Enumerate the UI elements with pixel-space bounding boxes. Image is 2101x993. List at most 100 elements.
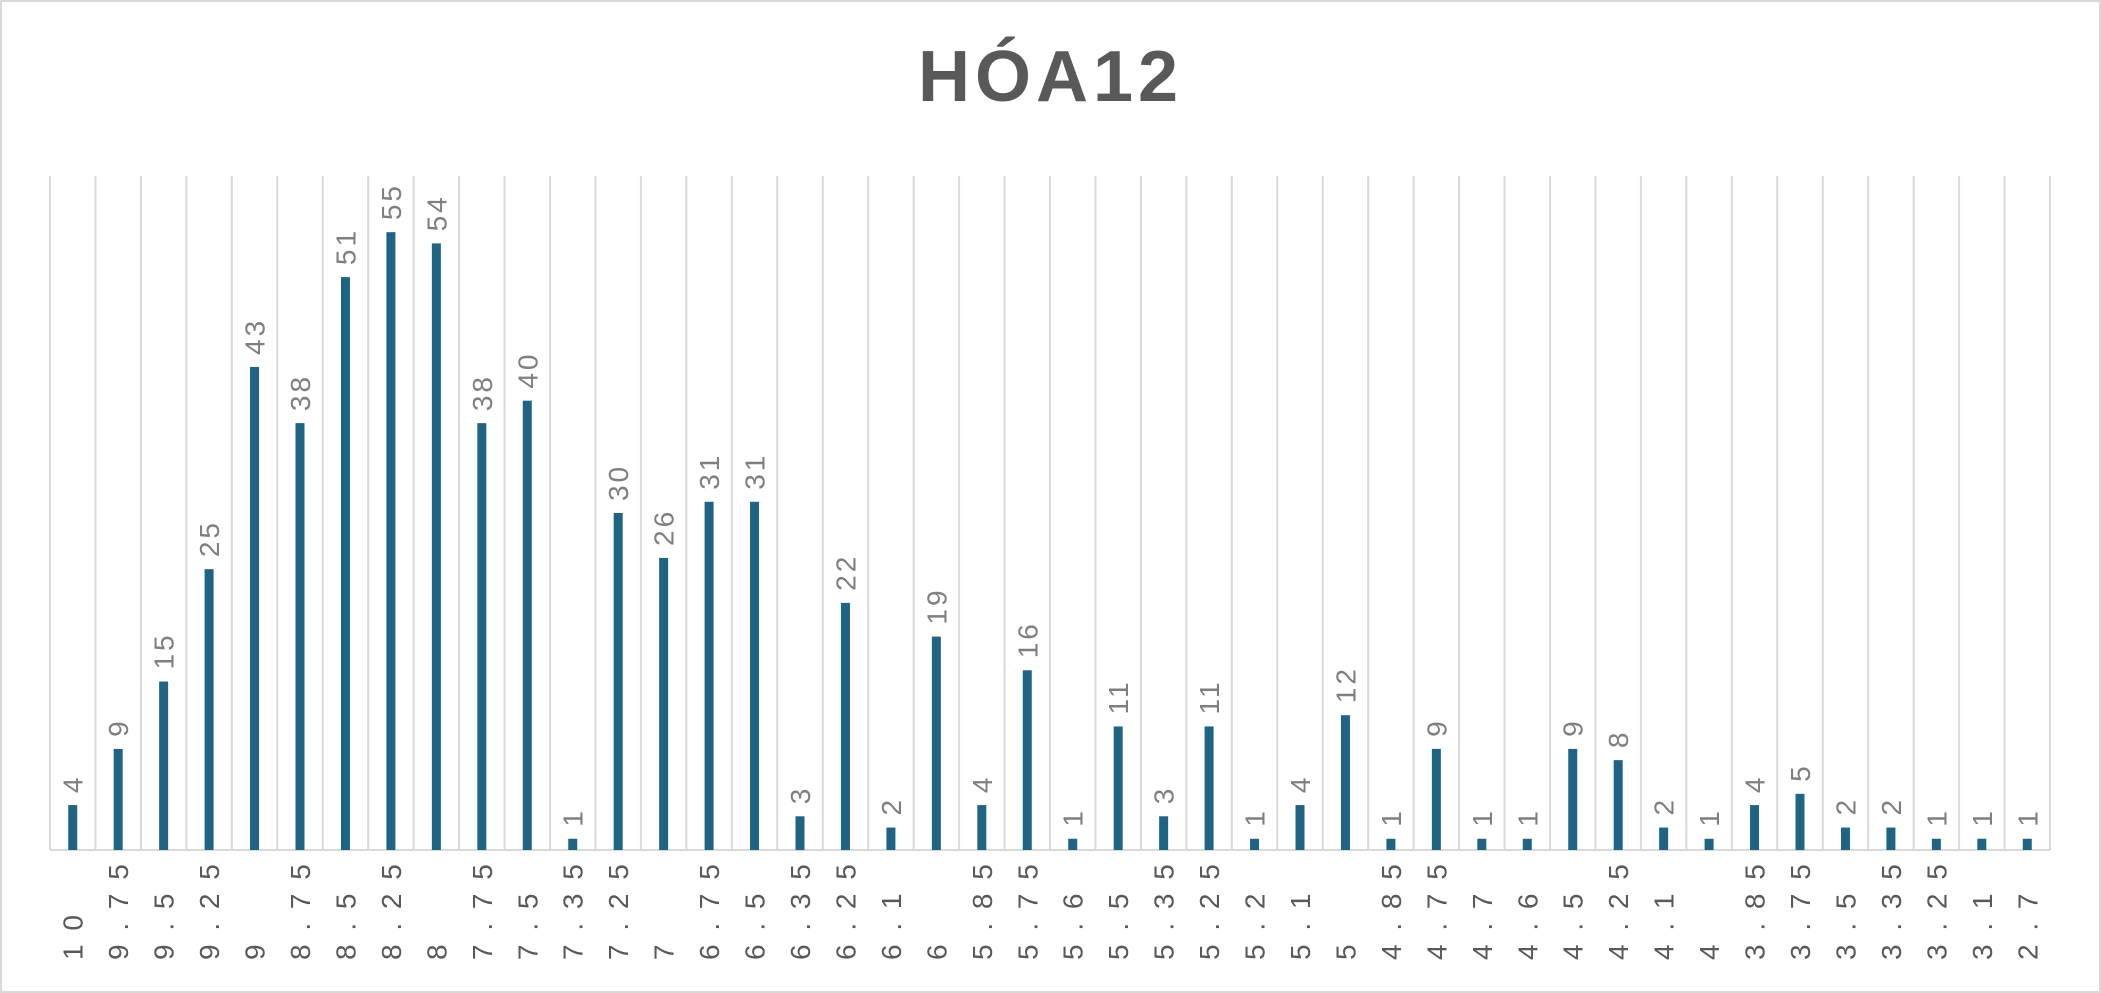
bar [1113,726,1123,850]
x-tick-label: 3 . 8 5 [1740,861,1771,960]
data-label: 30 [603,464,634,501]
bar [204,569,214,850]
x-tick-label: 4 . 6 [1512,891,1543,960]
x-tick-label: 7 . 7 5 [467,861,498,960]
x-tick-label: 5 . 3 5 [1149,861,1180,960]
x-tick-label: 5 . 7 5 [1012,861,1043,960]
bar [659,557,669,850]
x-tick-label: 5 . 1 [1285,891,1316,960]
x-tick-label: 6 . 2 5 [830,861,861,960]
data-label: 2 [1830,797,1861,816]
data-label: 3 [785,786,816,805]
x-tick-label: 4 . 5 [1558,891,1589,960]
data-label: 51 [330,228,361,265]
x-tick-label: 4 . 7 [1467,891,1498,960]
data-label: 19 [921,587,952,624]
bar [1613,760,1623,850]
x-tick-label: 5 . 5 [1103,891,1134,960]
bar [340,277,350,851]
x-tick-label: 7 . 3 5 [558,861,589,960]
bar [477,423,487,850]
x-tick-label: 6 . 3 5 [785,861,816,960]
data-label: 4 [58,774,89,793]
data-label: 1 [1694,808,1725,827]
bar [2022,838,2032,850]
data-label: 15 [149,632,180,669]
x-tick-label: 5 . 2 [1240,891,1271,960]
data-label: 22 [830,554,861,591]
bar [1659,827,1669,850]
bar [1477,838,1487,850]
data-label: 5 [1785,763,1816,782]
bar [1522,838,1532,850]
data-label: 2 [876,797,907,816]
bar [613,513,623,850]
bar [68,805,78,850]
x-tick-label: 5 . 2 5 [1194,861,1225,960]
data-label: 26 [649,509,680,546]
x-tick-label: 2 . 7 [2012,891,2043,960]
x-tick-label: 4 . 8 5 [1376,861,1407,960]
x-tick-label: 3 . 5 [1830,891,1861,960]
x-tick-label: 3 . 3 5 [1876,861,1907,960]
x-tick-label: 8 . 7 5 [285,861,316,960]
x-tick-label: 3 . 7 5 [1785,861,1816,960]
category-axis: 1 0 9 . 7 5 9 . 5 9 . 2 5 9 8 . 7 5 8 . 5 8 . 2… [58,861,2044,960]
bar [1795,793,1805,850]
x-tick-label: 8 [421,941,452,960]
x-tick-label: 8 . 2 5 [376,861,407,960]
data-label: 43 [240,318,271,355]
x-tick-label: 4 . 1 [1649,891,1680,960]
x-tick-label: 4 . 2 5 [1603,861,1634,960]
data-label: 1 [1376,808,1407,827]
bar [1750,805,1760,850]
x-tick-label: 3 . 1 [1967,891,1998,960]
data-label: 12 [1330,666,1361,703]
bars [68,232,2032,851]
bar [795,816,805,850]
x-tick-label: 7 . 5 [512,891,543,960]
x-tick-label: 5 [1330,941,1361,960]
data-label: 31 [694,453,725,490]
bar [1068,838,1078,850]
chart-title: HÓA12 [917,37,1184,117]
bar [1295,805,1305,850]
x-tick-label: 7 . 2 5 [603,861,634,960]
data-label: 55 [376,183,407,220]
bar [1159,816,1169,850]
bar [1568,748,1578,850]
bar [159,681,169,850]
gridlines [49,176,2051,851]
data-label: 1 [558,808,589,827]
data-label: 9 [103,718,134,737]
x-tick-label: 9 . 5 [149,891,180,960]
bar [840,602,850,850]
x-tick-label: 8 . 5 [330,891,361,960]
bar [295,423,305,850]
bar [1340,715,1350,850]
data-label: 25 [194,520,225,557]
data-label: 9 [1558,718,1589,737]
data-label: 2 [1876,797,1907,816]
bar [886,827,896,850]
bar [1022,670,1032,850]
data-label: 11 [1103,679,1134,714]
x-tick-label: 3 . 2 5 [1921,861,1952,960]
data-label: 3 [1149,786,1180,805]
bar [1386,838,1396,850]
bar [1704,838,1714,850]
data-label: 1 [2012,808,2043,827]
x-tick-label: 6 [921,941,952,960]
x-tick-label: 1 0 [58,912,89,960]
bar [1431,748,1441,850]
bar [750,501,760,850]
data-label: 11 [1194,679,1225,714]
bar [386,232,396,850]
bar [431,243,441,850]
bar [1204,726,1214,850]
x-tick-label: 5 . 6 [1058,891,1089,960]
x-tick-label: 6 . 1 [876,891,907,960]
data-label: 4 [967,774,998,793]
